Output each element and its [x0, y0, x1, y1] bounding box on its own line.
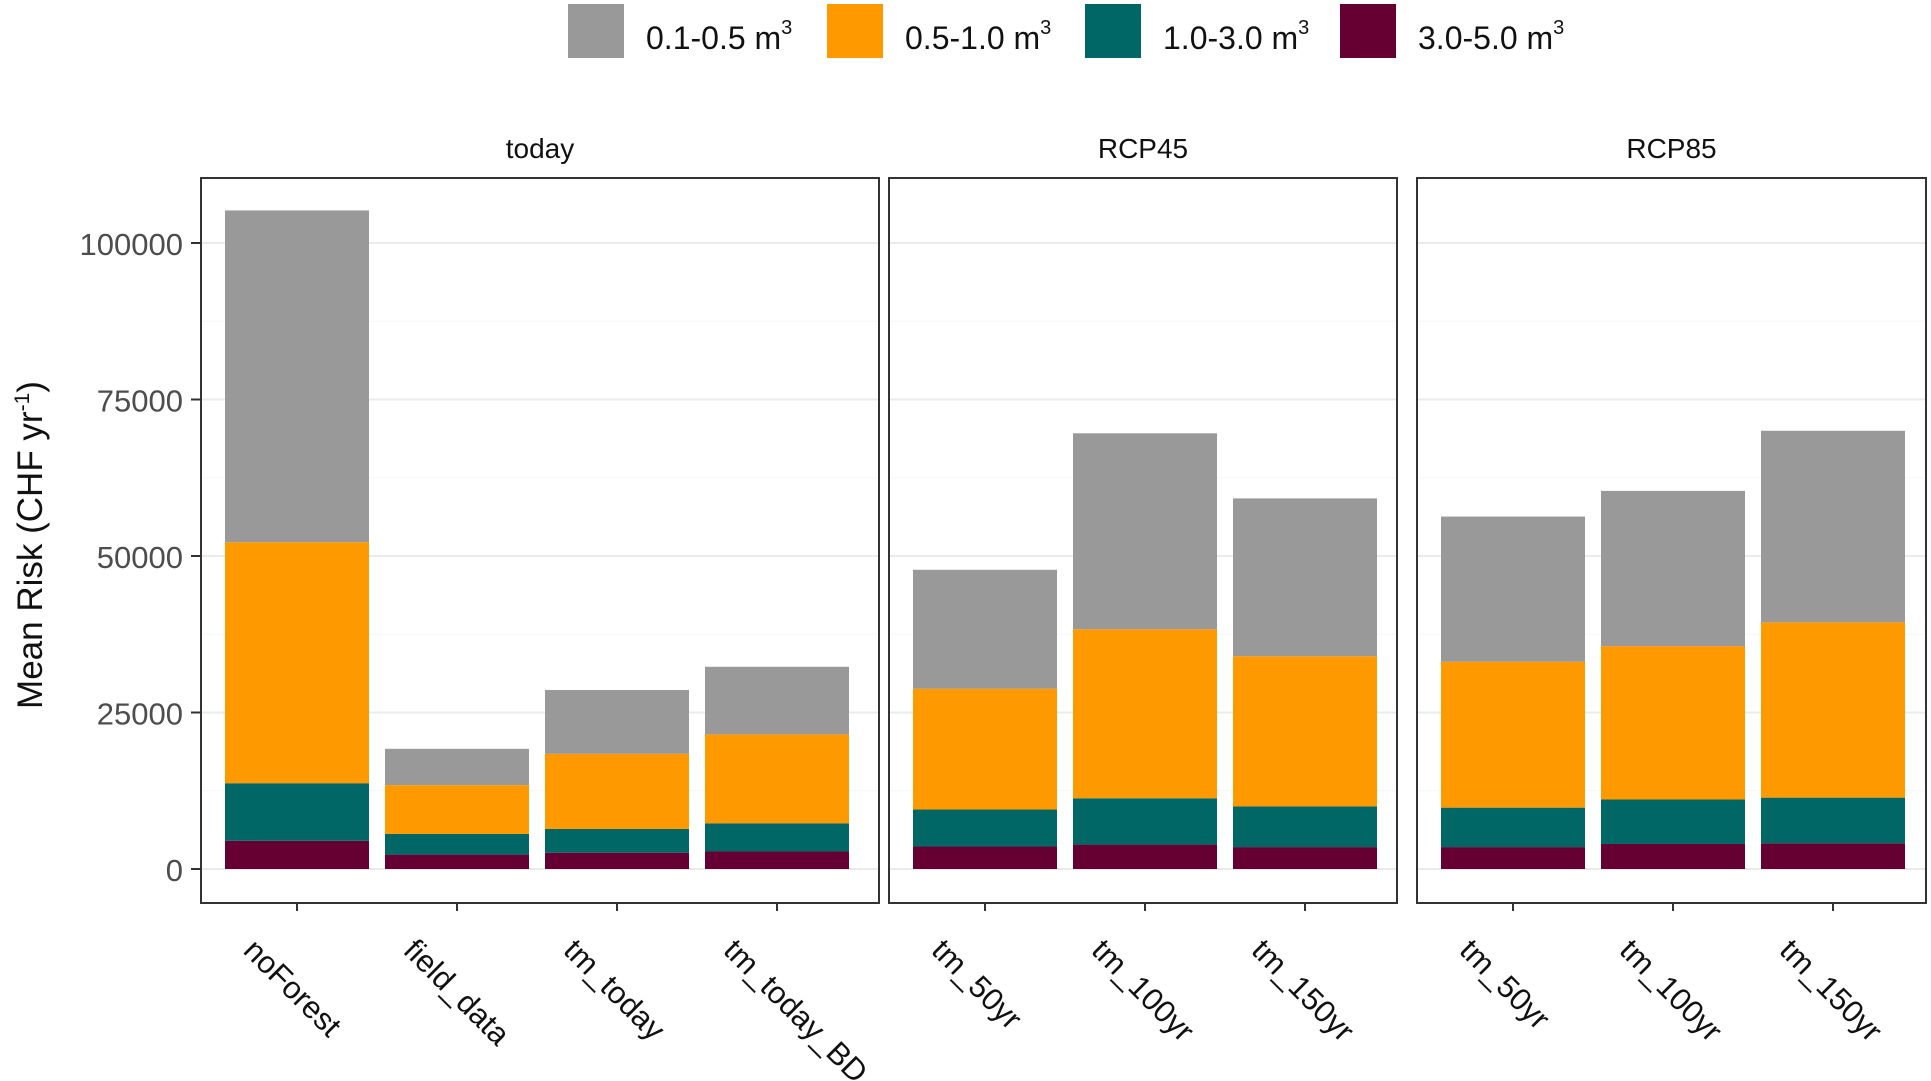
bar-rcp85-tm-150yr-0-1-0-5-m	[1761, 430, 1905, 623]
panel-border	[200, 177, 880, 904]
legend-label-text: 0.1-0.5 m	[646, 20, 781, 56]
bar-today-noforest-3-0-5-0-m	[225, 840, 369, 869]
bar-rcp45-tm-100yr-3-0-5-0-m	[1073, 844, 1217, 869]
bar-rcp85-tm-150yr-3-0-5-0-m	[1761, 843, 1905, 869]
panels: today noForest field_data tm_today tm_today_…	[200, 133, 1927, 1081]
panel-rcp45: RCP45 tm_50yr tm_100yr tm_150yr	[888, 133, 1398, 1048]
x-tick-label-tm-today: tm_today	[557, 932, 672, 1047]
bar-rcp45-tm-50yr-0-5-1-0-m	[913, 688, 1057, 810]
y-axis-title-close: )	[11, 381, 50, 393]
legend-label-text: 0.5-1.0 m	[905, 20, 1040, 56]
bar-today-noforest-0-5-1-0-m	[225, 542, 369, 784]
x-tick-label-tm-50yr: tm_50yr	[1453, 932, 1557, 1036]
legend: 0.1-0.5 m3 0.5-1.0 m3 1.0-3.0 m3 3.0-5.0 m3	[568, 4, 1564, 58]
legend-label-sup: 3	[1040, 17, 1051, 39]
panel-border	[888, 177, 1398, 904]
panel-today: today noForest field_data tm_today tm_today_…	[200, 133, 880, 1081]
y-axis-title-sup: -1	[11, 393, 34, 412]
y-tick-label-25000: 25000	[97, 697, 183, 732]
legend-swatch-0-1-0-5-m	[568, 4, 624, 58]
bar-rcp85-tm-150yr-1-0-3-0-m	[1761, 797, 1905, 844]
x-tick-label-tm-150yr: tm_150yr	[1245, 932, 1361, 1048]
legend-label-0-5-1-0-m: 0.5-1.0 m3	[905, 17, 1051, 56]
bar-rcp45-tm-50yr-3-0-5-0-m	[913, 846, 1057, 869]
bar-rcp45-tm-150yr-0-5-1-0-m	[1233, 656, 1377, 807]
bar-rcp45-tm-50yr-1-0-3-0-m	[913, 809, 1057, 847]
panel-border	[1416, 177, 1927, 904]
bar-today-tm-today-0-1-0-5-m	[545, 689, 689, 754]
bar-rcp85-tm-50yr-0-1-0-5-m	[1441, 516, 1585, 662]
bar-today-noforest-0-1-0-5-m	[225, 210, 369, 543]
bar-today-tm-today-1-0-3-0-m	[545, 828, 689, 853]
legend-swatch-1-0-3-0-m	[1085, 4, 1141, 58]
x-tick-label-field-data: field_data	[397, 932, 517, 1052]
bar-today-field-data-1-0-3-0-m	[385, 833, 529, 855]
bar-rcp45-tm-100yr-0-1-0-5-m	[1073, 433, 1217, 630]
bar-today-field-data-0-5-1-0-m	[385, 785, 529, 834]
x-tick-label-tm-150yr: tm_150yr	[1773, 932, 1889, 1048]
y-tick-label-0: 0	[166, 853, 183, 888]
x-tick-label-noforest: noForest	[237, 932, 349, 1044]
legend-swatch-3-0-5-0-m	[1340, 4, 1396, 58]
bar-rcp85-tm-100yr-1-0-3-0-m	[1601, 799, 1745, 844]
bar-today-field-data-3-0-5-0-m	[385, 854, 529, 869]
y-axis-title: Mean Risk (CHF yr-1)	[11, 381, 50, 709]
bar-rcp85-tm-100yr-0-5-1-0-m	[1601, 646, 1745, 800]
bar-rcp45-tm-150yr-3-0-5-0-m	[1233, 847, 1377, 869]
bar-rcp85-tm-100yr-3-0-5-0-m	[1601, 843, 1745, 869]
x-tick-label-tm-50yr: tm_50yr	[925, 932, 1029, 1036]
panel-title-rcp85: RCP85	[1626, 133, 1716, 164]
bar-today-noforest-1-0-3-0-m	[225, 783, 369, 841]
bar-rcp85-tm-150yr-0-5-1-0-m	[1761, 622, 1905, 798]
bar-rcp45-tm-100yr-0-5-1-0-m	[1073, 629, 1217, 799]
bar-rcp45-tm-150yr-0-1-0-5-m	[1233, 498, 1377, 657]
panel-title-today: today	[506, 133, 575, 164]
legend-label-sup: 3	[1298, 17, 1309, 39]
legend-label-0-1-0-5-m: 0.1-0.5 m3	[646, 17, 792, 56]
y-tick-label-100000: 100000	[80, 227, 183, 262]
panel-rcp85: RCP85 tm_50yr tm_100yr tm_150yr	[1416, 133, 1927, 1048]
legend-label-sup: 3	[781, 17, 792, 39]
bar-today-tm-today-bd-3-0-5-0-m	[705, 851, 849, 869]
bar-rcp45-tm-100yr-1-0-3-0-m	[1073, 798, 1217, 845]
panel-title-rcp45: RCP45	[1098, 133, 1188, 164]
legend-label-sup: 3	[1553, 17, 1564, 39]
legend-label-text: 1.0-3.0 m	[1163, 20, 1298, 56]
legend-label-3-0-5-0-m: 3.0-5.0 m3	[1418, 17, 1564, 56]
legend-swatch-0-5-1-0-m	[827, 4, 883, 58]
bar-today-field-data-0-1-0-5-m	[385, 748, 529, 786]
bar-today-tm-today-bd-1-0-3-0-m	[705, 823, 849, 852]
bar-rcp45-tm-150yr-1-0-3-0-m	[1233, 806, 1377, 848]
y-axis-title-main: Mean Risk (CHF yr	[11, 411, 50, 709]
y-tick-label-75000: 75000	[97, 384, 183, 419]
bar-rcp85-tm-50yr-3-0-5-0-m	[1441, 847, 1585, 869]
x-tick-label-tm-today-bd: tm_today_BD	[717, 932, 875, 1081]
bar-today-tm-today-bd-0-5-1-0-m	[705, 734, 849, 824]
bar-rcp85-tm-50yr-0-5-1-0-m	[1441, 661, 1585, 808]
x-tick-label-tm-100yr: tm_100yr	[1085, 932, 1201, 1048]
bar-today-tm-today-3-0-5-0-m	[545, 852, 689, 869]
x-tick-label-tm-100yr: tm_100yr	[1613, 932, 1729, 1048]
legend-label-1-0-3-0-m: 1.0-3.0 m3	[1163, 17, 1309, 56]
bar-today-tm-today-0-5-1-0-m	[545, 753, 689, 829]
legend-label-text: 3.0-5.0 m	[1418, 20, 1553, 56]
y-axis: 0 25000 50000 75000 100000	[80, 227, 201, 888]
y-tick-label-50000: 50000	[97, 540, 183, 575]
bar-rcp85-tm-100yr-0-1-0-5-m	[1601, 490, 1745, 647]
bar-rcp85-tm-50yr-1-0-3-0-m	[1441, 807, 1585, 848]
bar-rcp45-tm-50yr-0-1-0-5-m	[913, 569, 1057, 689]
bar-today-tm-today-bd-0-1-0-5-m	[705, 666, 849, 735]
